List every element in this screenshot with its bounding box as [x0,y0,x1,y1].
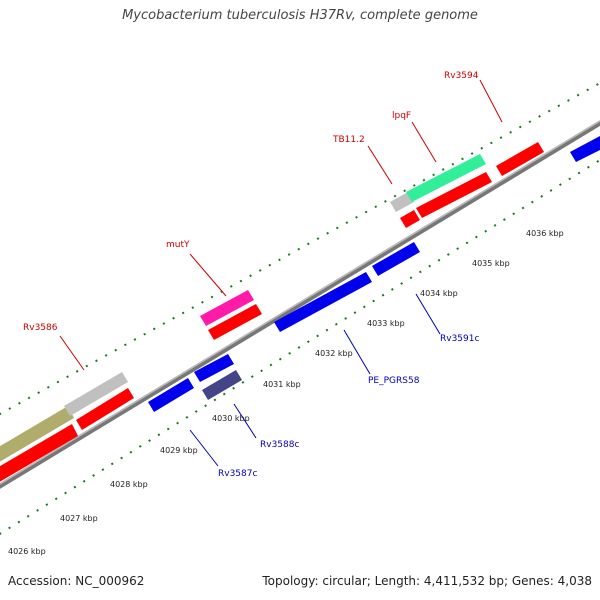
feature-red-3[interactable] [208,304,262,340]
feature-blue-1[interactable] [148,378,194,412]
feature-navy[interactable] [202,370,242,400]
kbp-labels: 4026 kbp 4027 kbp 4028 kbp 4029 kbp 4030… [8,229,564,556]
gene-label-lpqf: lpqF [392,111,411,121]
tick-label-4031: 4031 kbp [263,380,301,389]
leader-rv3587c [189,429,219,467]
accession-text: Accession: NC_000962 [8,574,145,588]
tick-label-4032: 4032 kbp [315,349,353,358]
gene-label-muty: mutY [166,240,190,250]
tick-label-4029: 4029 kbp [160,446,198,455]
leader-rv3586 [59,335,85,371]
feature-magenta[interactable] [200,290,254,326]
gene-label-pe-pgrs58: PE_PGRS58 [368,376,420,386]
inner-tick-track [0,159,600,535]
feature-red-1[interactable] [0,424,78,484]
gene-label-rv3594: Rv3594 [444,71,479,81]
leader-muty [189,253,227,297]
gene-label-rv3586: Rv3586 [23,323,58,333]
leader-rv3588c [233,403,257,439]
leader-rv3594 [479,79,503,123]
gene-label-rv3588c: Rv3588c [260,440,299,450]
feature-red-4[interactable] [400,210,420,228]
forward-gene-labels: Rv3586 mutY TB11.2 lpqF Rv3594 [23,71,479,333]
feature-red-5[interactable] [416,172,492,218]
tick-label-4033: 4033 kbp [367,319,405,328]
map-title: Mycobacterium tuberculosis H37Rv, comple… [122,8,478,23]
feature-teal[interactable] [406,154,486,202]
feature-olive[interactable] [0,406,74,464]
gene-label-tb112: TB11.2 [332,135,365,145]
reverse-strand-features [148,136,600,412]
leader-tb112 [367,145,393,185]
label-leaders [59,79,503,467]
tick-label-4030: 4030 kbp [212,414,250,423]
genome-backbone [0,120,600,489]
genome-backbone-highlight [0,120,600,485]
leader-lpqf [411,121,437,163]
forward-strand-features [0,142,544,484]
gene-label-rv3591c: Rv3591c [440,334,479,344]
feature-red-2[interactable] [76,388,134,430]
feature-blue-5[interactable] [570,136,600,162]
outer-tick-track [0,82,600,416]
tick-label-4035: 4035 kbp [472,259,510,268]
leader-pe-pgrs58 [343,329,371,375]
leader-rv3591c [415,293,441,335]
genome-summary-text: Topology: circular; Length: 4,411,532 bp… [262,574,592,588]
feature-blue-4[interactable] [372,242,420,276]
tick-label-4027: 4027 kbp [60,514,98,523]
feature-blue-3[interactable] [274,272,372,332]
feature-gray-2[interactable] [390,192,414,212]
tick-label-4028: 4028 kbp [110,480,148,489]
feature-gray[interactable] [64,372,128,416]
gene-label-rv3587c: Rv3587c [218,469,257,479]
tick-label-4036: 4036 kbp [526,229,564,238]
tick-label-4026: 4026 kbp [8,547,46,556]
tick-label-4034: 4034 kbp [420,289,458,298]
reverse-gene-labels: Rv3587c Rv3588c PE_PGRS58 Rv3591c [218,334,479,479]
feature-red-6[interactable] [496,142,544,176]
feature-blue-2[interactable] [194,354,234,382]
